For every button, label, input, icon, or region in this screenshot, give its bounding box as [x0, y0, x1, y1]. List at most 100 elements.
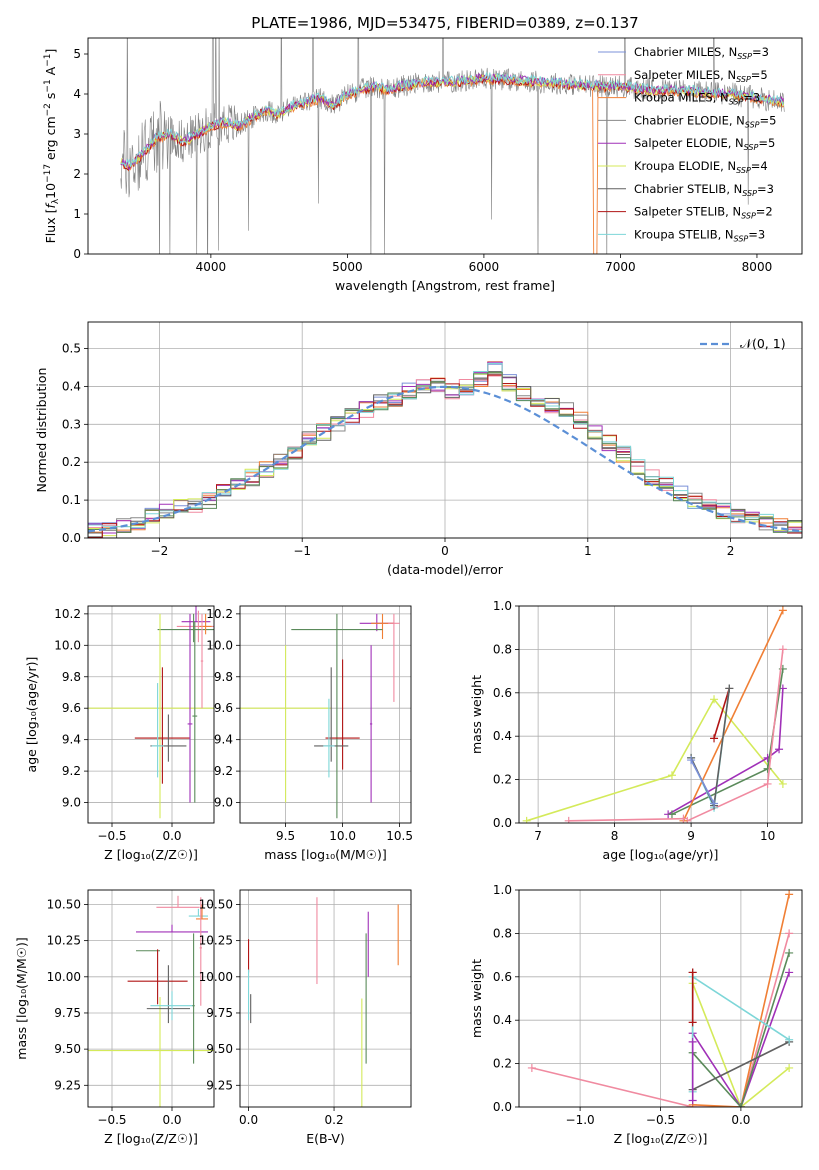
y-tick-label: 9.75 — [206, 1006, 233, 1020]
x-tick-label: 10 — [760, 829, 775, 843]
y-tick-label: 10.25 — [47, 934, 81, 948]
legend-n-sub: SSP — [734, 234, 749, 243]
legend-n-prefix: , N — [720, 68, 736, 82]
x-tick-label: 9.5 — [276, 829, 295, 843]
y-tick-label: 1 — [73, 207, 81, 221]
weight-line-salpeter-miles — [531, 933, 790, 1107]
y-axis-label: mass [log₁₀(M/M☉)] — [14, 937, 29, 1059]
y-tick-label: 0.2 — [493, 1057, 512, 1071]
legend-n-value: =3 — [748, 227, 765, 241]
weight-point — [522, 816, 531, 823]
legend-n-sub: SSP — [737, 52, 752, 61]
legend-n-prefix: , N — [729, 113, 745, 127]
x-tick-label: 5000 — [332, 260, 363, 274]
y-tick-label: 9.8 — [214, 670, 233, 684]
y-tick-label: 9.2 — [214, 764, 233, 778]
y-tick-label: 9.6 — [214, 701, 233, 715]
weight-point — [736, 1103, 745, 1107]
age_vs_mass-axes: 9.5 10.0 10.5 9.0 9.2 9.4 9.6 9.8 10.0 10.2 mass [… — [206, 605, 413, 862]
weight-point — [688, 1096, 697, 1105]
x-axis-label: age [log₁₀(age/yr)] — [603, 847, 719, 862]
mass_vs_ebv-plot-area — [248, 897, 399, 1107]
y-tick-label: 0.3 — [62, 417, 81, 431]
legend-n-prefix: , N — [725, 205, 741, 219]
axes-frame — [87, 605, 215, 824]
weight-line-kroupa-miles — [692, 894, 790, 1107]
legend-name: Salpeter STELIB — [634, 205, 725, 219]
legend-entry: Salpeter MILES, NSSP=5 — [634, 68, 768, 84]
y-tick-label: 9.50 — [206, 1042, 233, 1056]
y-tick-label: 9.0 — [62, 796, 81, 810]
y-tick-label: 0.0 — [493, 1100, 512, 1114]
x-tick-label: 7000 — [605, 260, 636, 274]
weight-point — [710, 734, 719, 743]
legend-n-prefix: , N — [720, 159, 736, 173]
age_vs_Z-plot-area — [88, 606, 214, 819]
weight-point — [778, 779, 787, 788]
y-axis-label-part: λ — [51, 198, 61, 204]
weight-point — [785, 1063, 794, 1072]
x-tick-label: 8 — [611, 829, 619, 843]
legend-n-sub: SSP — [745, 120, 760, 129]
x-tick-label: 10.5 — [386, 829, 413, 843]
weight-point — [679, 814, 688, 823]
y-axis-label-part: s — [43, 93, 58, 104]
weight-point — [667, 771, 676, 780]
y-tick-label: 2 — [73, 167, 81, 181]
legend-entry: Chabrier ELODIE, NSSP=5 — [634, 113, 776, 129]
y-axis-label-part: Flux [ — [43, 209, 58, 244]
y-tick-label: 0.0 — [493, 816, 512, 830]
x-tick-label: 0.0 — [162, 829, 181, 843]
weight-line-extra-green — [671, 668, 784, 816]
y-axis-label: mass weight — [469, 959, 484, 1038]
x-tick-label: −1 — [293, 544, 311, 558]
y-tick-label: 0.4 — [62, 379, 81, 393]
x-tick-label: −0.5 — [646, 1113, 675, 1127]
weight-point — [725, 684, 734, 693]
legend-n-prefix: , N — [718, 227, 734, 241]
y-axis-label-part: f — [43, 203, 58, 209]
x-tick-label: 1 — [584, 544, 592, 558]
legend-n-prefix: , N — [726, 182, 742, 196]
x-tick-label: −0.5 — [97, 829, 126, 843]
x-tick-label: 4000 — [196, 260, 227, 274]
legend-n-value: =3 — [757, 182, 774, 196]
legend-n-sub: SSP — [729, 98, 744, 107]
legend-n-value: =5 — [751, 68, 768, 82]
x-tick-label: 7 — [534, 829, 542, 843]
y-tick-label: 9.8 — [62, 670, 81, 684]
legend-n-value: =5 — [758, 136, 775, 150]
legend-n-value: =2 — [756, 205, 773, 219]
y-tick-label: 10.50 — [47, 897, 81, 911]
legend-name: Kroupa MILES — [634, 91, 713, 105]
weight-point — [785, 948, 794, 957]
weight-line-chabrier-miles — [690, 759, 715, 804]
x-axis-label: E(B-V) — [306, 1131, 345, 1146]
axes-frame — [87, 889, 215, 1108]
legend-n-prefix: , N — [728, 136, 744, 150]
weight-point — [527, 1063, 536, 1072]
x-tick-label: 6000 — [469, 260, 500, 274]
weight-point — [710, 695, 719, 704]
y-tick-label: 10.25 — [199, 934, 233, 948]
legend-n-sub: SSP — [744, 143, 759, 152]
x-tick-label: 0.0 — [162, 1113, 181, 1127]
legend-n-sub: SSP — [741, 212, 756, 221]
x-tick-label: 2 — [727, 544, 735, 558]
axes-frame — [518, 605, 803, 824]
x-tick-label: −1.0 — [566, 1113, 595, 1127]
legend-n-sub: SSP — [736, 75, 751, 84]
legend-entry: 𝒩(0, 1) — [740, 336, 786, 351]
legend-entry: Kroupa MILES, NSSP=3 — [634, 91, 760, 107]
y-tick-label: 9.50 — [54, 1042, 81, 1056]
y-tick-label: 10.0 — [54, 638, 81, 652]
legend-n-value: =5 — [760, 113, 777, 127]
mass_vs_ebv-axes: 0.0 0.2 9.25 9.50 9.75 10.00 10.25 10.50 E(B-V) — [199, 889, 412, 1146]
weight-point — [688, 1018, 697, 1027]
legend-name: Kroupa ELODIE — [634, 159, 720, 173]
x-tick-label: 0.0 — [731, 1113, 750, 1127]
y-tick-label: 9.0 — [214, 796, 233, 810]
y-tick-label: 0.4 — [493, 729, 512, 743]
y-axis-label: Normed distribution — [34, 368, 49, 493]
